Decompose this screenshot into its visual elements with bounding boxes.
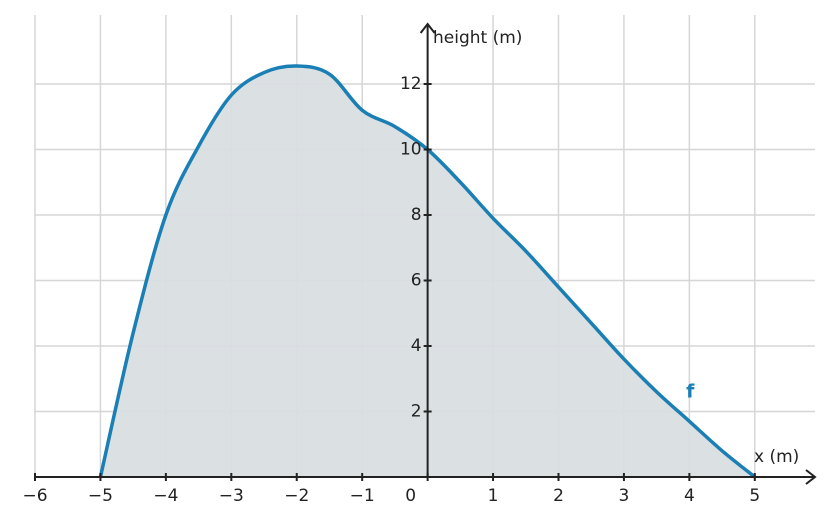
y-tick-label: 12 [400, 74, 422, 94]
x-tick-label: 3 [619, 486, 630, 506]
x-axis-label: x (m) [754, 447, 799, 467]
y-tick-label: 2 [411, 402, 422, 422]
x-tick-label: 0 [405, 486, 416, 506]
x-tick-label: 1 [488, 486, 499, 506]
line [98, 64, 756, 479]
y-axis-label: height (m) [433, 28, 522, 48]
x-tick-label: 5 [749, 486, 760, 506]
x-tick-label: −2 [284, 486, 309, 506]
series-label: f [686, 380, 695, 402]
y-tick-label: 8 [411, 205, 422, 225]
y-axis-arrow [419, 22, 436, 34]
x-tick-label: 4 [684, 486, 695, 506]
x-tick-label: 2 [553, 486, 564, 506]
y-tick-label: 6 [411, 271, 422, 291]
y-tick-label: 10 [400, 140, 422, 160]
x-tick-label: −3 [219, 486, 244, 506]
x-tick-label: −6 [22, 486, 47, 506]
x-tick-label: −1 [350, 486, 375, 506]
x-axis-arrow [805, 469, 817, 485]
x-tick-label: −5 [88, 486, 113, 506]
x-tick-label: −4 [153, 486, 178, 506]
y-tick-label: 4 [411, 336, 422, 356]
